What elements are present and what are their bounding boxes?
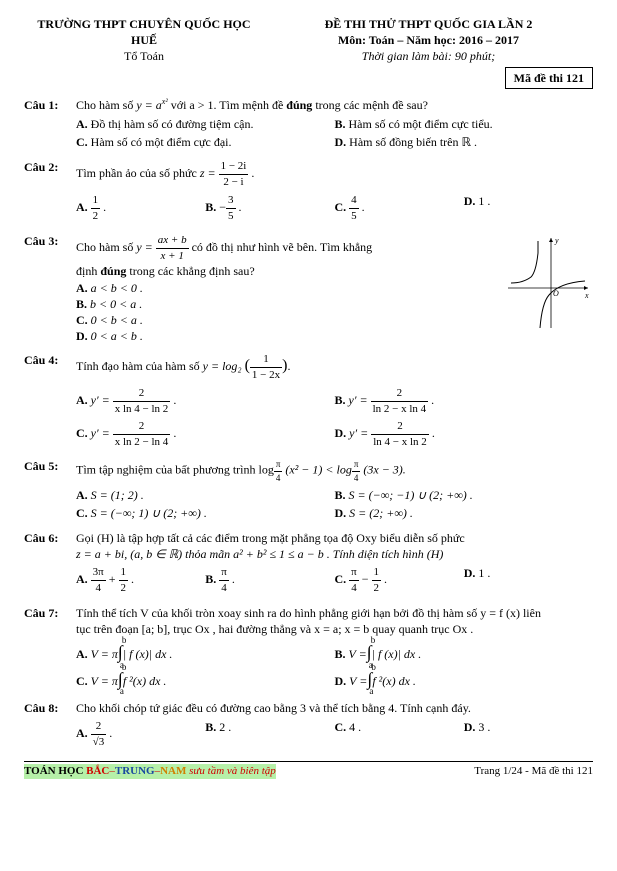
q8-label: Câu 8: [24, 700, 76, 751]
q5-label: Câu 5: [24, 458, 76, 522]
q7-opt-d: D. V =b∫af ²(x) dx . [335, 666, 594, 692]
q6-opt-c: C. π4 − 12 . [335, 564, 464, 597]
q3-label: Câu 3: [24, 233, 76, 345]
q6-stem2: z = a + bi, (a, b ∈ ℝ) thỏa mãn a² + b² … [76, 546, 593, 562]
question-6: Câu 6: Gọi (H) là tập hợp tất cả các điể… [24, 530, 593, 597]
q1-stem: Cho hàm số y = ax² với a > 1. Tìm mệnh đ… [76, 97, 593, 113]
question-3: Câu 3: Cho hàm số y = ax + bx + 1 có đồ … [24, 233, 593, 345]
q2-opt-a: A. 12 . [76, 192, 205, 225]
q8-opt-b: B. 2 . [205, 718, 334, 751]
q1-fn: y = ax² [136, 98, 167, 112]
q4-opt-c: C. y′ = 2x ln 2 − ln 4 . [76, 418, 335, 451]
school-name: TRƯỜNG THPT CHUYÊN QUỐC HỌC HUẾ [24, 16, 264, 48]
q8-stem: Cho khối chóp tứ giác đều có đường cao b… [76, 700, 593, 716]
q7-opt-c: C. V = πb∫af ²(x) dx . [76, 666, 335, 692]
question-2: Câu 2: Tìm phần ảo của số phức z = 1 − 2… [24, 159, 593, 224]
y-axis-label: y [554, 236, 559, 245]
q4-opt-b: B. y′ = 2ln 2 − x ln 4 . [335, 385, 594, 418]
subject-line: Môn: Toán – Năm học: 2016 – 2017 [264, 32, 593, 48]
q5-opt-d: D. S = (2; +∞) . [335, 504, 594, 522]
q8-opt-d: D. 3 . [464, 718, 593, 751]
q6-label: Câu 6: [24, 530, 76, 597]
question-5: Câu 5: Tìm tập nghiệm của bất phương trì… [24, 458, 593, 522]
q2-opt-d: D. 1 . [464, 192, 593, 225]
q7-label: Câu 7: [24, 605, 76, 692]
q4-stem: Tính đạo hàm của hàm số y = log₂ (11 − 2… [76, 352, 593, 383]
q6-stem1: Gọi (H) là tập hợp tất cả các điểm trong… [76, 530, 593, 546]
page-footer: TOÁN HỌC BẮC–TRUNG–NAM sưu tầm và biên t… [24, 761, 593, 779]
dept-name: Tổ Toán [24, 48, 264, 64]
q5-stem: Tìm tập nghiệm của bất phương trình logπ… [76, 458, 593, 483]
q3-opt-d: D. 0 < a < b . [76, 328, 503, 344]
q2-opt-b: B. −35 . [205, 192, 334, 225]
q6-opt-d: D. 1 . [464, 564, 593, 597]
header-left: TRƯỜNG THPT CHUYÊN QUỐC HỌC HUẾ Tổ Toán [24, 16, 264, 89]
q2-opt-c: C. 45 . [335, 192, 464, 225]
q1-label: Câu 1: [24, 97, 76, 152]
q1-opt-a: A. Đồ thị hàm số có đường tiệm cận. [76, 115, 335, 133]
footer-brand: TOÁN HỌC BẮC–TRUNG–NAM sưu tầm và biên t… [24, 764, 276, 779]
q5-opt-b: B. S = (−∞; −1) ∪ (2; +∞) . [335, 486, 594, 504]
question-8: Câu 8: Cho khối chóp tứ giác đều có đườn… [24, 700, 593, 751]
q1-opt-c: C. Hàm số có một điểm cực đại. [76, 133, 335, 151]
exam-name: ĐỀ THI THỬ THPT QUỐC GIA LẦN 2 [264, 16, 593, 32]
exam-header: TRƯỜNG THPT CHUYÊN QUỐC HỌC HUẾ Tổ Toán … [24, 16, 593, 89]
duration-line: Thời gian làm bài: 90 phút; [264, 48, 593, 64]
q8-opt-a: A. 2√3 . [76, 718, 205, 751]
q3-graph: x y O [503, 233, 593, 333]
question-4: Câu 4: Tính đạo hàm của hàm số y = log₂ … [24, 352, 593, 450]
q6-opt-a: A. 3π4 + 12 . [76, 564, 205, 597]
q4-label: Câu 4: [24, 352, 76, 450]
q3-opt-b: B. b < 0 < a . [76, 296, 503, 312]
q1-opt-d: D. Hàm số đồng biến trên ℝ . [335, 133, 594, 151]
q5-opt-c: C. S = (−∞; 1) ∪ (2; +∞) . [76, 504, 335, 522]
x-axis-label: x [584, 291, 589, 300]
q7-opt-a: A. V = πb∫a| f (x)| dx . [76, 639, 335, 665]
q3-opt-a: A. a < b < 0 . [76, 280, 503, 296]
question-1: Câu 1: Cho hàm số y = ax² với a > 1. Tìm… [24, 97, 593, 152]
footer-page: Trang 1/24 - Mã đề thi 121 [474, 764, 593, 779]
q1-opt-b: B. Hàm số có một điểm cực tiểu. [335, 115, 594, 133]
q4-opt-d: D. y′ = 2ln 4 − x ln 2 . [335, 418, 594, 451]
q2-stem: Tìm phần ảo của số phức z = 1 − 2i2 − i … [76, 159, 593, 190]
q3-stem: Cho hàm số y = ax + bx + 1 có đồ thị như… [76, 233, 503, 264]
q2-label: Câu 2: [24, 159, 76, 224]
exam-code-box: Mã đề thi 121 [505, 67, 593, 89]
q5-opt-a: A. S = (1; 2) . [76, 486, 335, 504]
question-7: Câu 7: Tính thể tích V của khối tròn xoa… [24, 605, 593, 692]
q4-opt-a: A. y′ = 2x ln 4 − ln 2 . [76, 385, 335, 418]
q7-stem2: tục trên đoạn [a; b], trục Ox , hai đườn… [76, 621, 593, 637]
header-right: ĐỀ THI THỬ THPT QUỐC GIA LẦN 2 Môn: Toán… [264, 16, 593, 89]
q6-opt-b: B. π4 . [205, 564, 334, 597]
q3-stem2: định đúng trong các khẳng định sau? [76, 263, 503, 279]
q3-opt-c: C. 0 < b < a . [76, 312, 503, 328]
q8-opt-c: C. 4 . [335, 718, 464, 751]
q7-stem1: Tính thể tích V của khối tròn xoay sinh … [76, 605, 593, 621]
